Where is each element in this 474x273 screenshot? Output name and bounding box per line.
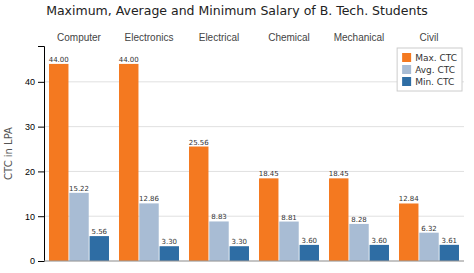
x-tick-label: Chemical — [268, 32, 310, 43]
y-tick: 20 — [25, 167, 44, 177]
data-label: 3.61 — [441, 237, 457, 245]
y-tick: 10 — [25, 212, 44, 222]
x-tick-label: Civil — [420, 32, 439, 43]
grid — [44, 82, 464, 261]
data-label: 15.22 — [69, 185, 89, 193]
data-label: 18.45 — [329, 170, 349, 178]
data-label: 3.30 — [161, 238, 177, 246]
x-tick-label: Electronics — [125, 32, 174, 43]
bar — [440, 245, 459, 261]
data-label: 8.28 — [351, 216, 367, 224]
bar — [370, 245, 389, 261]
legend-item: Max. CTC — [402, 53, 457, 63]
legend-item: Min. CTC — [402, 77, 454, 87]
x-tick: Civil — [420, 32, 439, 43]
x-tick: Mechanical — [334, 32, 385, 43]
x-tick-label: Mechanical — [334, 32, 385, 43]
legend-item: Avg. CTC — [402, 65, 455, 75]
x-tick-label: Computer — [57, 32, 102, 43]
y-tick-mark — [38, 82, 44, 83]
data-labels: 44.00 44.00 25.56 18.45 18.45 12.84 15.22 12.86… — [49, 56, 457, 246]
legend-swatch — [402, 53, 411, 62]
bar — [209, 221, 228, 261]
y-tick-label: 40 — [25, 77, 35, 87]
baseline — [44, 261, 464, 262]
grid-line — [44, 171, 464, 172]
legend: Max. CTC Avg. CTC Min. CTC — [397, 48, 462, 91]
data-label: 8.83 — [211, 213, 227, 221]
y-tick: 30 — [25, 122, 44, 132]
x-tick: Electronics — [125, 32, 174, 43]
bar — [259, 178, 278, 261]
plot: 0 10 20 30 40 Computer Electronics Electrical Ch… — [25, 32, 464, 266]
legend-swatch — [402, 77, 411, 86]
y-tick-mark — [38, 171, 44, 172]
y-tick-label: 20 — [25, 167, 35, 177]
bar — [279, 222, 298, 261]
data-label: 8.81 — [281, 214, 297, 222]
grid-line — [44, 261, 464, 262]
bar — [90, 236, 109, 261]
data-label: 44.00 — [119, 56, 139, 64]
legend-frame — [397, 48, 462, 91]
y-axis: 0 10 20 30 40 — [25, 47, 45, 267]
legend-label: Min. CTC — [415, 77, 454, 87]
data-label: 3.60 — [371, 237, 387, 245]
chart-container: 0 10 20 30 40 Computer Electronics Electrical Ch… — [0, 0, 474, 273]
x-tick: Computer — [57, 32, 102, 43]
data-label: 44.00 — [49, 56, 69, 64]
data-label: 18.45 — [259, 170, 279, 178]
bar — [419, 233, 438, 261]
bar — [160, 246, 179, 261]
y-tick-label: 10 — [25, 212, 35, 222]
y-tick: 0 — [30, 256, 44, 266]
y-tick-mark — [38, 216, 44, 217]
bar — [329, 178, 348, 261]
bar — [189, 147, 208, 261]
grid-line — [44, 126, 464, 127]
data-label: 12.84 — [399, 195, 420, 203]
data-label: 3.60 — [301, 237, 317, 245]
x-tick: Electrical — [199, 32, 240, 43]
chart: 0 10 20 30 40 Computer Electronics Electrical Ch… — [0, 0, 474, 273]
title: Maximum, Average and Minimum Salary of B… — [46, 3, 428, 18]
bar — [69, 193, 88, 261]
x-axis: Computer Electronics Electrical Chemical Mec… — [57, 32, 438, 43]
y-axis-line — [38, 47, 45, 262]
y-tick-mark — [38, 127, 44, 128]
bar — [49, 64, 68, 261]
y-tick: 40 — [25, 77, 44, 87]
data-label: 12.86 — [139, 195, 160, 203]
bar — [139, 203, 158, 261]
y-tick-mark — [38, 261, 44, 262]
data-label: 25.56 — [189, 139, 210, 147]
legend-label: Avg. CTC — [415, 65, 455, 75]
y-tick-label: 0 — [30, 256, 35, 266]
data-label: 3.30 — [231, 238, 247, 246]
x-tick-label: Electrical — [199, 32, 240, 43]
data-label: 6.32 — [421, 225, 437, 233]
legend-label: Max. CTC — [415, 53, 457, 63]
y-tick-label: 30 — [25, 122, 35, 132]
bar — [230, 246, 249, 261]
bar — [300, 245, 319, 261]
legend-swatch — [402, 65, 411, 74]
data-label: 5.56 — [91, 228, 107, 236]
bar — [349, 224, 368, 261]
bar — [399, 203, 418, 261]
bar — [119, 64, 138, 261]
x-tick: Chemical — [268, 32, 310, 43]
bars — [49, 64, 459, 261]
y-axis-title: CTC in LPA — [3, 127, 14, 180]
